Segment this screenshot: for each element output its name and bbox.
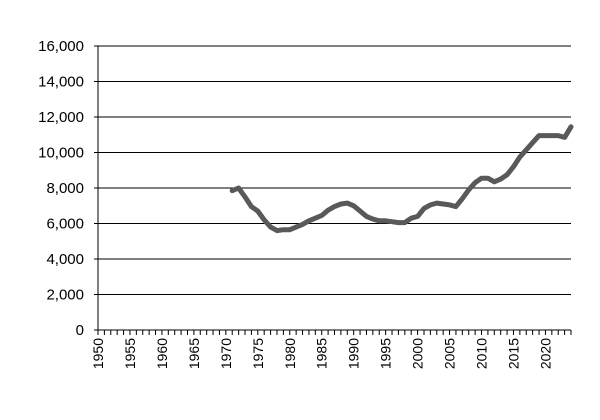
series-layer bbox=[229, 124, 574, 234]
x-tick-label: 2005 bbox=[442, 338, 458, 369]
y-tick-label: 8,000 bbox=[46, 180, 84, 197]
x-tick-label: 1960 bbox=[154, 338, 170, 369]
x-tick-label: 1995 bbox=[378, 338, 394, 369]
x-tick-label: 1970 bbox=[218, 338, 234, 369]
x-tick-label: 2010 bbox=[474, 338, 490, 369]
x-tick-label: 1950 bbox=[90, 338, 106, 369]
x-tick-label: 1990 bbox=[346, 338, 362, 369]
x-tick-label: 2000 bbox=[410, 338, 426, 369]
x-tick-label: 1985 bbox=[314, 338, 330, 369]
x-tick-label: 2015 bbox=[505, 338, 521, 369]
x-axis-tick-labels: 1950 1955 1960 1965 1970 1975 1980 1985 1990 1995… bbox=[90, 338, 553, 369]
y-tick-label: 14,000 bbox=[38, 74, 84, 91]
y-tick-label: 0 bbox=[76, 322, 84, 339]
gridlines bbox=[98, 45, 571, 295]
y-tick-label: 2,000 bbox=[46, 287, 84, 304]
y-axis-tick-labels: 0 2,000 4,000 6,000 8,000 10,000 12,000 14,000 1… bbox=[38, 38, 84, 339]
x-tick-label: 1975 bbox=[250, 338, 266, 369]
x-tick-label: 1955 bbox=[122, 338, 138, 369]
series-line-0 bbox=[229, 124, 574, 234]
y-tick-label: 10,000 bbox=[38, 145, 84, 162]
axes bbox=[94, 45, 572, 335]
x-tick-label: 2020 bbox=[537, 338, 553, 369]
y-tick-label: 12,000 bbox=[38, 109, 84, 126]
y-tick-label: 6,000 bbox=[46, 216, 84, 233]
y-tick-label: 16,000 bbox=[38, 38, 84, 55]
x-tick-label: 1965 bbox=[186, 338, 202, 369]
y-tick-label: 4,000 bbox=[46, 251, 84, 268]
x-tick-label: 1980 bbox=[282, 338, 298, 369]
